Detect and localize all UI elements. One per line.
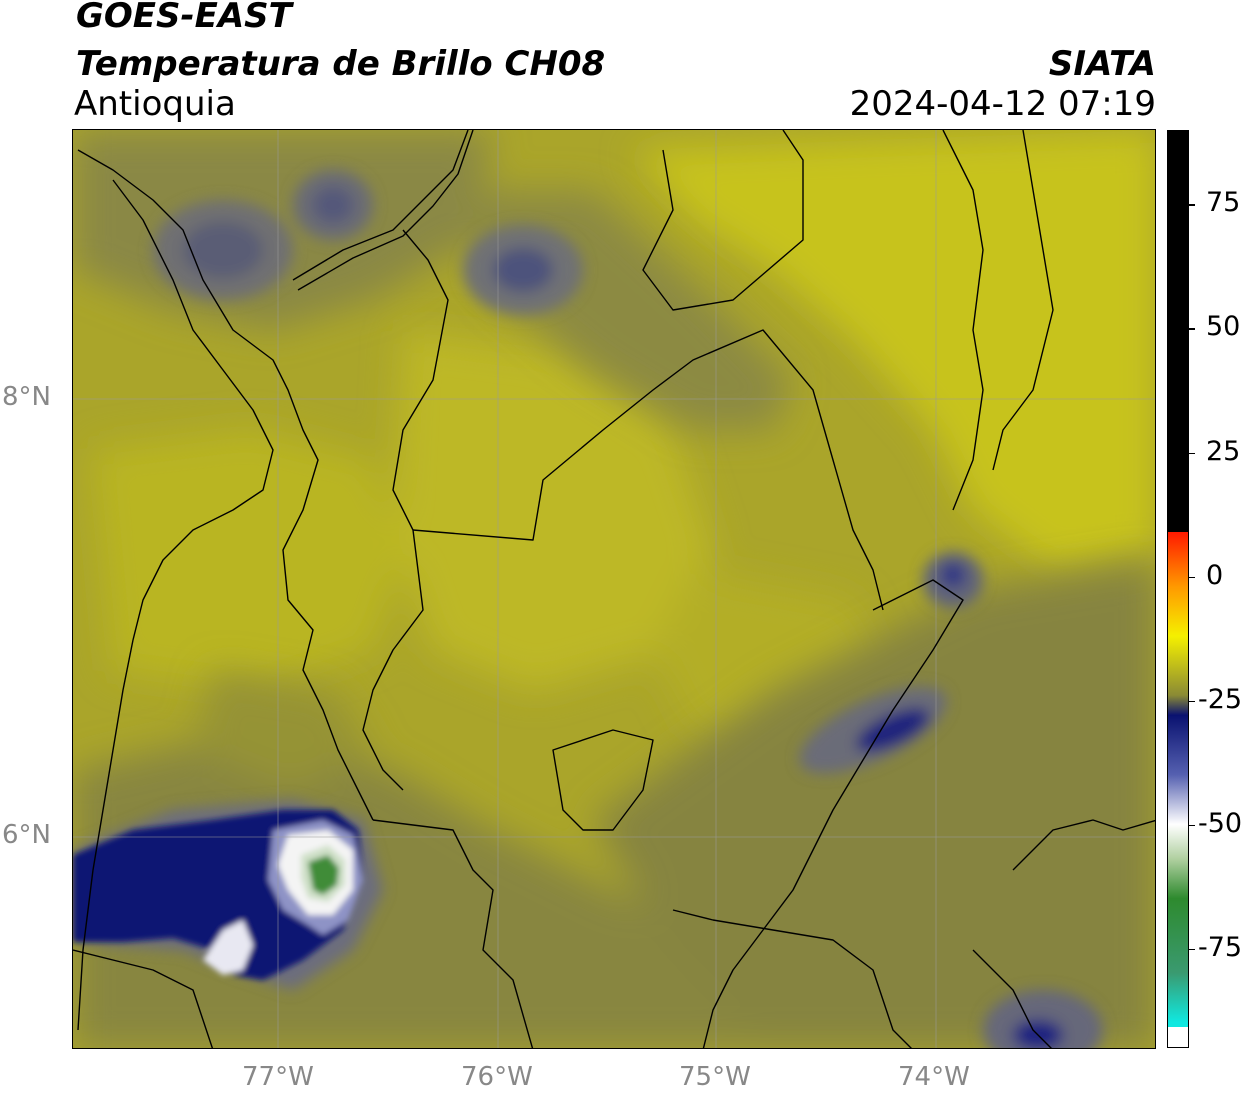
brightness-temperature-map[interactable] <box>73 130 1156 1049</box>
colorbar-tick-label: -25 <box>1198 683 1243 715</box>
colorbar-tick-label: 50 <box>1206 311 1241 343</box>
colorbar-tick-label: -50 <box>1198 807 1243 839</box>
convective-cell <box>73 800 383 990</box>
lon-label-75w: 75°W <box>679 1062 751 1092</box>
colorbar-tick-mark <box>1189 452 1195 455</box>
colorbar-tick-label: 0 <box>1206 559 1224 591</box>
colorbar <box>1167 130 1189 1048</box>
colorbar-tick-label: 75 <box>1206 187 1241 219</box>
colorbar-tick-label: -75 <box>1198 931 1243 963</box>
colorbar-tick-mark <box>1189 204 1195 206</box>
product-title: Temperatura de Brillo CH08 <box>76 44 606 84</box>
colorbar-tick-mark <box>1189 700 1195 703</box>
satellite-title: GOES-EAST <box>76 0 292 36</box>
agency-label: SIATA <box>1048 44 1156 84</box>
lat-label-8n: 8°N <box>2 382 51 412</box>
lon-label-77w: 77°W <box>242 1062 314 1092</box>
north-cloud-patches <box>153 170 1103 1048</box>
datetime-label: 2024-04-12 07:19 <box>849 84 1156 124</box>
lon-label-74w: 74°W <box>898 1062 970 1092</box>
region-label: Antioquia <box>74 84 236 124</box>
colorbar-tick-label: 25 <box>1206 435 1241 467</box>
colorbar-tick-mark <box>1189 824 1195 827</box>
colorbar-tick-mark <box>1189 948 1195 951</box>
boundaries <box>73 130 1155 1048</box>
colorbar-tick-mark <box>1189 328 1195 330</box>
graticule <box>73 130 1155 1048</box>
lat-label-6n: 6°N <box>2 820 51 850</box>
lon-label-76w: 76°W <box>461 1062 533 1092</box>
warm-areas <box>93 130 1155 750</box>
map-panel[interactable] <box>72 129 1156 1049</box>
colorbar-tick-mark <box>1189 576 1195 579</box>
